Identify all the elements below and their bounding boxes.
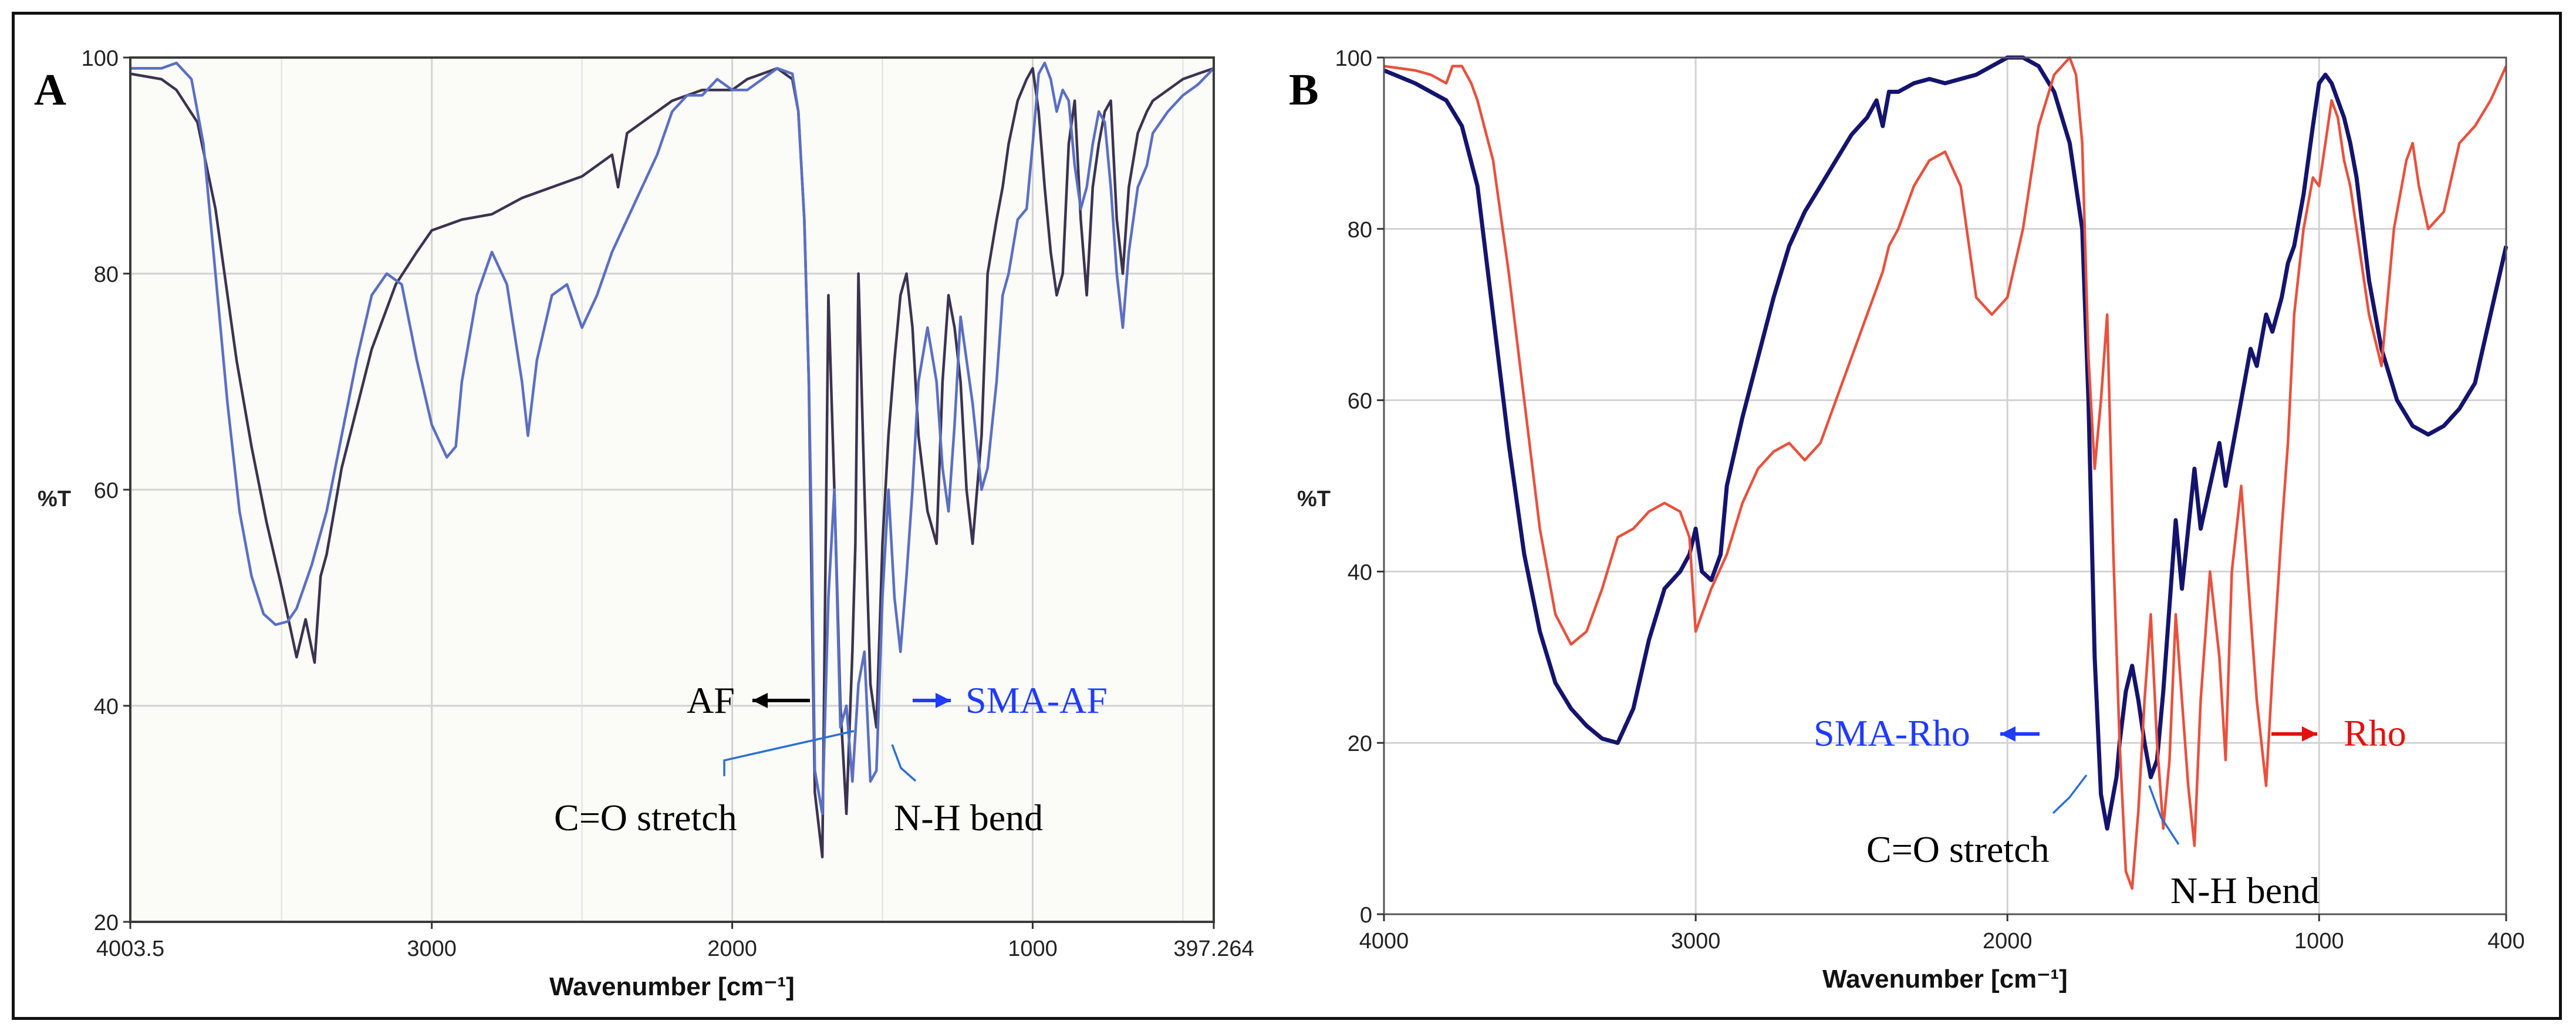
y-tick-label: 60 — [1348, 389, 1372, 414]
series-line-rho — [1383, 56, 2508, 890]
x-tick-label: 3000 — [407, 937, 457, 961]
x-tick-label: 3000 — [1671, 929, 1721, 954]
series-line-sma-af — [130, 61, 1215, 816]
panel-b-grid — [1384, 58, 2506, 914]
panel-a-grid — [130, 58, 1214, 922]
annotation-nh-bend-leader — [891, 744, 917, 782]
x-tick-label: 2000 — [707, 937, 757, 961]
x-tick-label: 2000 — [1983, 929, 2033, 954]
annotation-co-stretch-label: C=O stretch — [554, 797, 737, 838]
annotation-sma-af-label: SMA-AF — [965, 679, 1108, 721]
y-tick-label: 40 — [94, 695, 119, 719]
y-tick-label: 60 — [94, 479, 119, 503]
annotation-co-stretch-label: C=O stretch — [1866, 828, 2050, 870]
annotation-rho-label: Rho — [2344, 712, 2406, 754]
y-tick-label: 100 — [82, 46, 119, 71]
x-tick-label: 1000 — [1008, 937, 1058, 961]
panel-b-axes — [1377, 56, 2507, 921]
annotation-af-label: AF — [687, 679, 735, 721]
y-tick-label: 0 — [1360, 903, 1372, 928]
series-line-af — [130, 67, 1214, 858]
panel-a-x-axis-label: Wavenumber [cm⁻¹] — [549, 972, 795, 1001]
panel-a-series — [130, 61, 1215, 858]
series-line-sma-rho — [1383, 55, 2509, 831]
annotation-sma-af-arrow — [913, 693, 951, 708]
panel-a-letter: A — [34, 65, 66, 114]
panel-a-axes — [123, 56, 1215, 929]
panel-a-y-axis-label: %T — [38, 487, 71, 511]
annotation-nh-bend-label: N-H bend — [2170, 870, 2320, 911]
panel-b-y-axis-label: %T — [1297, 487, 1331, 511]
annotation-co-stretch-leader — [723, 730, 855, 776]
annotation-sma-rho-arrow — [2000, 726, 2040, 742]
y-tick-label: 20 — [94, 911, 119, 935]
panel-b-plot-area — [1384, 58, 2506, 914]
panel-b-series — [1383, 55, 2509, 890]
panel-a-annotations: AF SMA-AF C=O stretch N-H bend — [554, 679, 1108, 838]
y-tick-label: 20 — [1348, 732, 1372, 756]
axes-box — [1383, 56, 2507, 915]
annotation-co-stretch-leader — [2052, 774, 2088, 814]
annotation-af-arrow — [752, 693, 810, 708]
x-tick-label: 400 — [2487, 929, 2524, 954]
annotation-nh-bend-label: N-H bend — [894, 797, 1043, 838]
x-tick-label: 4000 — [1359, 929, 1409, 954]
x-tick-label: 1000 — [2294, 929, 2344, 954]
annotation-rho-arrow — [2271, 726, 2317, 742]
annotation-nh-bend-leader — [2148, 785, 2180, 845]
annotation-sma-rho-label: SMA-Rho — [1814, 712, 1970, 754]
panel-b-annotations: SMA-Rho Rho C=O stretch N-H bend — [1814, 712, 2406, 911]
panel-a-tick-labels: 4003.5 3000 2000 1000 397.264 20 40 60 80 100 — [82, 46, 1254, 961]
y-tick-label: 100 — [1335, 46, 1372, 71]
y-tick-label: 80 — [1348, 218, 1372, 242]
x-tick-label: 4003.5 — [96, 937, 164, 961]
panel-b-x-axis-label: Wavenumber [cm⁻¹] — [1822, 965, 2068, 993]
y-tick-label: 80 — [94, 262, 119, 287]
panel-b-letter: B — [1289, 65, 1319, 114]
y-tick-label: 40 — [1348, 560, 1372, 585]
x-tick-label: 397.264 — [1173, 937, 1254, 961]
